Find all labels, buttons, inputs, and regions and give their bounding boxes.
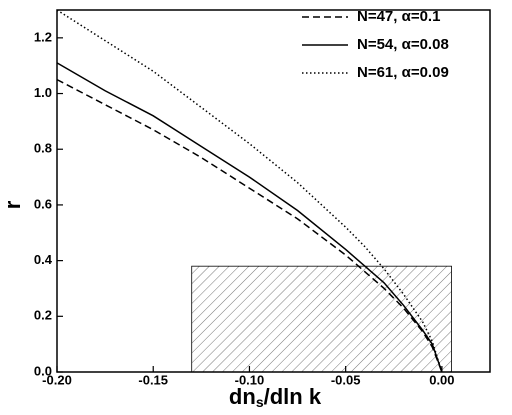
legend-text: N=54, α=0.08	[357, 36, 449, 53]
series-line	[56, 62, 443, 373]
x-tick-label: 0.00	[429, 372, 454, 387]
shaded-region	[191, 265, 452, 373]
legend-text: N=47, α=0.1	[357, 8, 440, 25]
y-tick-label: 0.4	[34, 252, 53, 267]
y-axis-label: r	[0, 200, 25, 209]
x-label-part: /dln k	[264, 384, 322, 409]
x-label-part: dn	[229, 384, 256, 409]
y-tick-label: 1.0	[34, 85, 52, 100]
x-axis-label: dns/dln k	[229, 384, 322, 410]
y-tick-label: 0.2	[34, 308, 52, 323]
plot-frame	[56, 9, 491, 373]
y-tick-label: 0.8	[34, 141, 52, 156]
y-tick-label: 0.6	[34, 196, 52, 211]
y-tick-label: 0.0	[34, 363, 52, 378]
x-tick-label: -0.20	[42, 372, 72, 387]
legend-text: N=61, α=0.09	[357, 64, 449, 81]
x-tick-label: -0.05	[331, 372, 361, 387]
series-line	[56, 9, 443, 373]
x-tick-label: -0.15	[138, 372, 168, 387]
y-tick-label: 1.2	[34, 29, 52, 44]
x-tick-label: -0.10	[235, 372, 265, 387]
x-label-subscript: s	[256, 394, 264, 410]
